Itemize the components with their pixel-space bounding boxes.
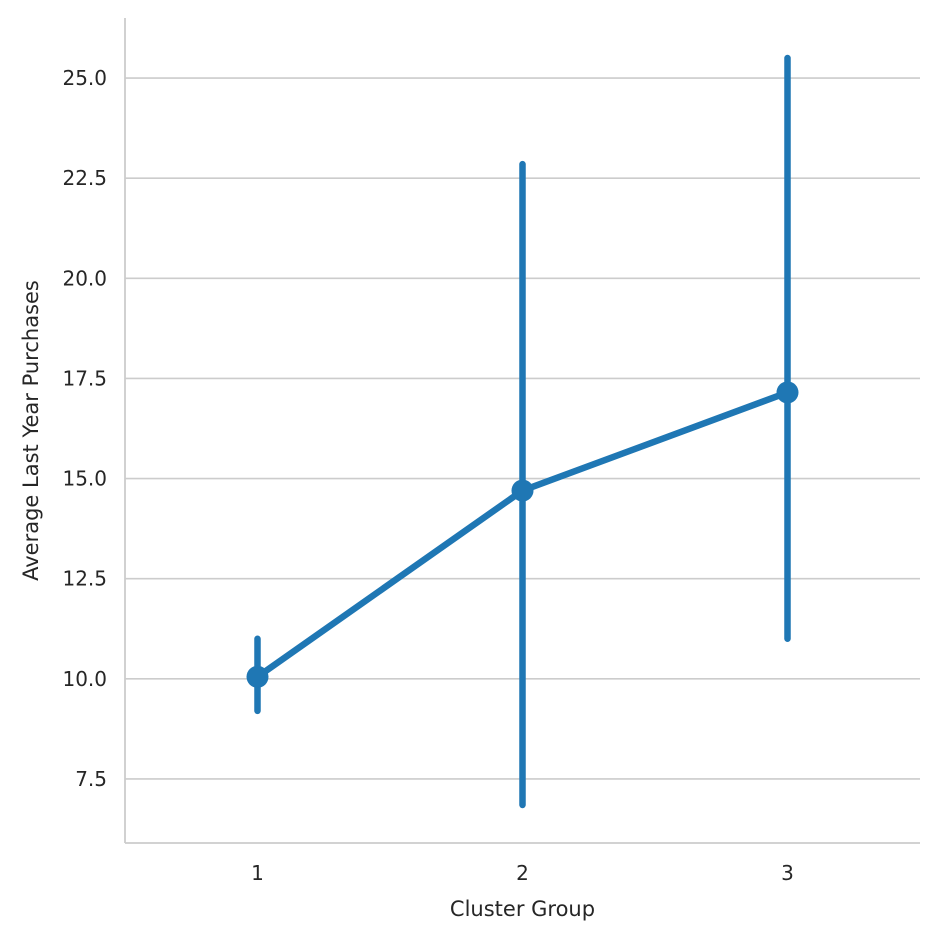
axes [124,18,920,844]
y-tick-label: 20.0 [62,266,107,290]
y-tick-label: 17.5 [62,366,107,390]
y-tick-label: 7.5 [75,767,107,791]
x-tick-label: 3 [781,861,794,885]
x-tick-label: 1 [251,861,264,885]
data-point [511,479,534,502]
x-tick-label: 2 [516,861,529,885]
series [246,54,799,809]
y-tick-label: 10.0 [62,667,107,691]
data-point [776,381,799,404]
tick-labels: 7.5 10.0 12.5 15.0 17.5 20.0 22.5 25.0 1 2 3 [62,66,793,885]
y-tick-label: 22.5 [62,166,107,190]
y-tick-label: 25.0 [62,66,107,90]
data-point [246,665,269,688]
y-tick-label: 15.0 [62,467,107,491]
x-axis-title: Cluster Group [450,897,595,921]
y-axis-title: Average Last Year Purchases [19,280,43,581]
y-tick-label: 12.5 [62,567,107,591]
